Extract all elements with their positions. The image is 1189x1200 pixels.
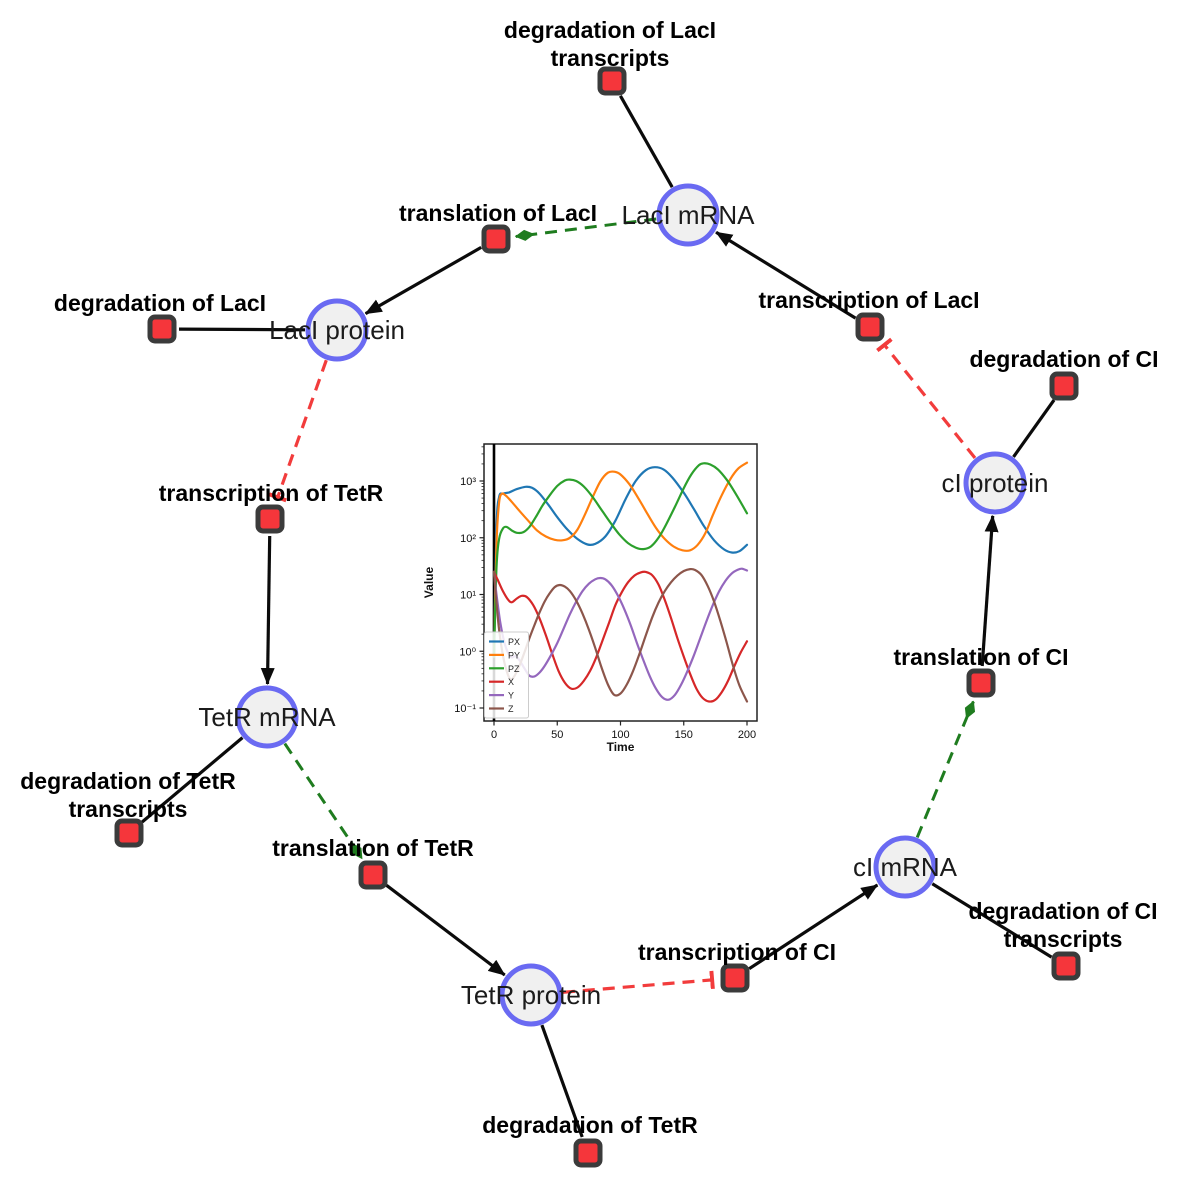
- chart-axes: 0 50 100 150 200 10⁻¹ 10⁰ 10¹ 10² 10³: [454, 446, 756, 741]
- reaction-node-deg_ci[interactable]: [1049, 371, 1079, 401]
- chart-series-PZ: [492, 462, 749, 658]
- chart-legend-label-PZ: PZ: [508, 664, 520, 674]
- species-label-laci_protein: LacI protein: [269, 315, 405, 345]
- reaction-node-deg_laci[interactable]: [147, 314, 177, 344]
- chart-legend-label-X: X: [508, 677, 514, 687]
- reaction-label-deg_ci: degradation of CI: [969, 346, 1158, 372]
- species-node-laci_protein[interactable]: [305, 298, 369, 362]
- reaction-label-transcription_tetr: transcription of TetR: [159, 480, 384, 506]
- species-node-tetr_mrna[interactable]: [235, 685, 299, 749]
- chart-legend-label-PX: PX: [508, 637, 520, 647]
- reaction-label-translation_laci: translation of LacI: [399, 200, 597, 226]
- species-label-laci_mrna: LacI mRNA: [622, 200, 756, 230]
- species-label-tetr_mrna: TetR mRNA: [198, 702, 336, 732]
- edge-product-transcription_tetr-tetr_mrna[interactable]: [260, 535, 275, 685]
- reaction-label-deg_laci_tx: degradation of LacI: [504, 17, 716, 43]
- reaction-label-deg_tetr_tx: transcripts: [69, 796, 188, 822]
- species-label-ci_mrna: cI mRNA: [853, 852, 958, 882]
- reaction-node-transcription_laci[interactable]: [855, 312, 885, 342]
- reaction-label-translation_ci: translation of CI: [893, 644, 1068, 670]
- species-node-laci_mrna[interactable]: [656, 183, 720, 247]
- species-node-ci_protein[interactable]: [963, 451, 1027, 515]
- reaction-label-deg_laci: degradation of LacI: [54, 290, 266, 316]
- chart-legend-label-Z: Z: [508, 704, 514, 714]
- species-node-ci_mrna[interactable]: [873, 835, 937, 899]
- edge-reactant-tetr_mrna-deg_tetr_tx[interactable]: [140, 736, 244, 824]
- reaction-label-deg_laci_tx: transcripts: [551, 45, 670, 71]
- timecourse-plot: 0 50 100 150 20010⁻¹10⁰10¹10²10³TimeValuePXP…: [422, 443, 758, 754]
- species-label-ci_protein: cI protein: [942, 468, 1049, 498]
- reaction-node-deg_tetr[interactable]: [573, 1138, 603, 1168]
- reaction-node-deg_laci_tx[interactable]: [597, 66, 627, 96]
- chart-x-tick-label: 100: [611, 729, 629, 741]
- chart-legend-label-PY: PY: [508, 650, 520, 660]
- reaction-node-translation_tetr[interactable]: [358, 860, 388, 890]
- chart-y-tick-label: 10⁰: [459, 646, 476, 658]
- reaction-label-deg_ci_tx: degradation of CI: [968, 898, 1157, 924]
- labels-layer: LacI mRNA LacI protein cI protein TetR mRNA…: [20, 17, 1158, 1138]
- edge-product-transcription_laci-laci_mrna[interactable]: [715, 230, 857, 320]
- chart-legend-box: [484, 631, 529, 719]
- edge-reactant-laci_protein-deg_laci[interactable]: [178, 327, 306, 332]
- edge-inhibition-ci_protein-transcription_laci[interactable]: [876, 337, 977, 460]
- reaction-label-transcription_ci: transcription of CI: [638, 939, 836, 965]
- reaction-label-transcription_laci: transcription of LacI: [758, 287, 979, 313]
- reaction-node-deg_tetr_tx[interactable]: [114, 818, 144, 848]
- chart-x-tick-label: 0: [491, 729, 497, 741]
- species-label-tetr_protein: TetR protein: [461, 980, 601, 1010]
- reaction-node-deg_ci_tx[interactable]: [1051, 951, 1081, 981]
- edge-reactant-tetr_protein-deg_tetr[interactable]: [540, 1024, 584, 1138]
- chart-y-tick-label: 10¹: [460, 590, 476, 602]
- chart-series-PY: [492, 461, 749, 658]
- chart-y-tick-label: 10²: [460, 533, 476, 545]
- edge-reactant-laci_mrna-deg_laci_tx[interactable]: [619, 95, 674, 188]
- chart-legend: PX PY PZ XYZ: [484, 631, 529, 719]
- chart-y-tick-label: 10⁻¹: [454, 703, 476, 715]
- chart-series-X: [492, 570, 749, 703]
- edge-inhibition-tetr_protein-transcription_ci[interactable]: [562, 970, 715, 994]
- reaction-label-translation_tetr: translation of TetR: [272, 835, 474, 861]
- edge-product-translation_tetr-tetr_protein[interactable]: [385, 884, 506, 977]
- reaction-node-transcription_ci[interactable]: [720, 963, 750, 993]
- edge-product-translation_ci-ci_protein[interactable]: [980, 514, 999, 667]
- edge-modifier-ci_mrna-translation_ci[interactable]: [915, 700, 976, 838]
- chart-y-axis-label: Value: [422, 567, 436, 599]
- nodes-layer: [114, 66, 1081, 1168]
- edges-layer: [140, 95, 1056, 1138]
- chart-y-tick-label: 10³: [460, 476, 476, 488]
- reaction-node-transcription_tetr[interactable]: [255, 504, 285, 534]
- edge-product-translation_laci-laci_protein[interactable]: [364, 246, 482, 315]
- chart-x-tick-label: 200: [738, 729, 756, 741]
- edge-product-transcription_ci-ci_mrna[interactable]: [748, 883, 879, 971]
- species-node-tetr_protein[interactable]: [499, 963, 563, 1027]
- chart-x-tick-label: 50: [551, 729, 563, 741]
- edge-reactant-ci_mrna-deg_ci_tx[interactable]: [931, 882, 1053, 959]
- reaction-node-translation_ci[interactable]: [966, 668, 996, 698]
- edge-reactant-ci_protein-deg_ci[interactable]: [1012, 398, 1056, 458]
- reaction-label-deg_ci_tx: transcripts: [1004, 926, 1123, 952]
- edge-modifier-tetr_mrna-translation_tetr[interactable]: [283, 742, 364, 860]
- reaction-node-translation_laci[interactable]: [481, 224, 511, 254]
- reaction-label-deg_tetr: degradation of TetR: [482, 1112, 698, 1138]
- chart-x-axis-label: Time: [607, 740, 635, 754]
- chart-series-PX: [492, 466, 749, 658]
- edge-modifier-laci_mrna-translation_laci[interactable]: [514, 217, 657, 241]
- chart-x-tick-label: 150: [675, 729, 693, 741]
- edge-inhibition-laci_protein-transcription_tetr[interactable]: [268, 359, 328, 503]
- reaction-label-deg_tetr_tx: degradation of TetR: [20, 768, 236, 794]
- chart-legend-label-Y: Y: [508, 691, 514, 701]
